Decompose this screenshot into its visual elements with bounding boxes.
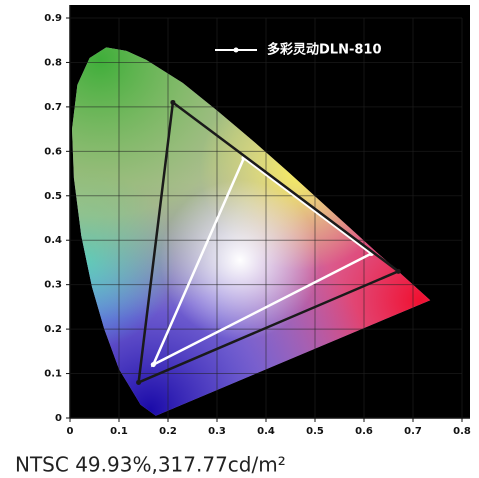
x-tick-label: 0.3: [208, 426, 226, 437]
y-tick-label: 0.5: [44, 191, 62, 202]
legend-marker: [233, 47, 239, 53]
vertex: [150, 362, 156, 368]
x-tick-label: 0: [67, 426, 74, 437]
x-tick-label: 0.2: [159, 426, 177, 437]
y-tick-label: 0.1: [44, 369, 62, 380]
gamut-line: [150, 156, 374, 368]
y-tick-label: 0.8: [44, 57, 62, 68]
x-tick-label: 0.6: [355, 426, 373, 437]
x-tick-label: 0.7: [404, 426, 422, 437]
y-tick-label: 0.3: [44, 280, 62, 291]
x-tick-label: 0.1: [110, 426, 128, 437]
y-tick-label: 0.6: [44, 146, 62, 157]
caption: NTSC 49.93%,317.77cd/m²: [15, 453, 286, 477]
x-tick-label: 0.5: [306, 426, 324, 437]
y-tick-label: 0.4: [44, 235, 62, 246]
y-tick-label: 0.9: [44, 13, 62, 24]
vertex: [136, 379, 142, 385]
legend-label: 多彩灵动DLN-810: [267, 42, 382, 58]
vertex: [170, 99, 176, 105]
x-tick-label: 0.4: [257, 426, 275, 437]
vertex: [395, 268, 401, 274]
gamut-line: [137, 100, 401, 385]
x-tick-label: 0.8: [453, 426, 471, 437]
y-tick-label: 0.7: [44, 102, 62, 113]
y-tick-label: 0.2: [44, 324, 62, 335]
y-tick-label: 0: [55, 413, 62, 424]
